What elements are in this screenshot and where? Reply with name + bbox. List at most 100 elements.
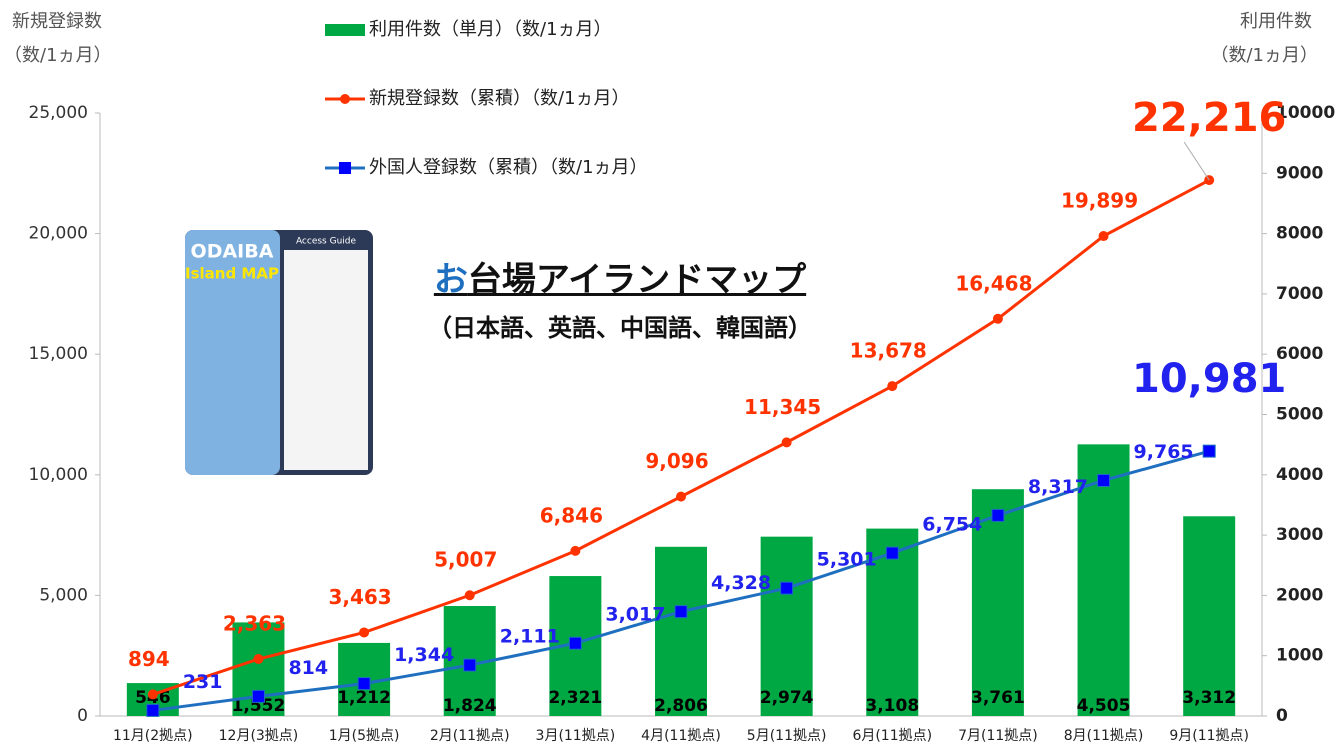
y-axis-title: 新規登録数: [12, 11, 102, 32]
y2-tick-label: 1000: [1276, 646, 1323, 666]
bar-value-label: 3,108: [865, 696, 919, 716]
y2-tick-label: 0: [1276, 706, 1288, 726]
chart: 新規登録数 （数/1ヵ月） 利用件数 （数/1ヵ月） ODAIBA Island…: [0, 0, 1342, 747]
value-label: 894: [128, 647, 170, 671]
bar: [1183, 516, 1235, 716]
brochure-heading: Access Guide: [296, 237, 357, 247]
value-label: 6,754: [922, 514, 982, 536]
marker: [253, 654, 263, 664]
marker: [464, 659, 476, 671]
value-label: 4,328: [711, 572, 771, 594]
legend-label: 新規登録数（累積）（数/1ヵ月）: [369, 88, 630, 109]
value-label: 3,463: [328, 585, 391, 609]
marker: [359, 627, 369, 637]
y-tick-label: 25,000: [29, 103, 88, 123]
value-label: 1,344: [394, 644, 454, 666]
y2-tick-label: 5000: [1276, 405, 1323, 425]
marker: [675, 606, 687, 618]
value-label: 13,678: [850, 339, 927, 363]
x-tick-label: 4月(11拠点): [641, 728, 721, 744]
x-tick-label: 5月(11拠点): [747, 728, 827, 744]
x-tick-label: 3月(11拠点): [536, 728, 616, 744]
bar-value-label: 1,212: [337, 688, 391, 708]
legend-swatch: [325, 24, 365, 36]
x-tick-label: 8月(11拠点): [1064, 728, 1144, 744]
y-tick-label: 0: [77, 706, 88, 726]
y-tick-label: 10,000: [29, 465, 88, 485]
annotation-subtitle: （日本語、英語、中国語、韓国語）: [380, 308, 860, 343]
marker: [569, 637, 581, 649]
value-label: 9,096: [645, 449, 708, 473]
value-label: 5,007: [434, 548, 497, 572]
x-tick-label: 6月(11拠点): [852, 728, 932, 744]
marker: [570, 546, 580, 556]
bar-value-label: 2,321: [548, 688, 602, 708]
x-tick-label: 12月(3拠点): [219, 728, 299, 744]
legend-marker: [340, 94, 350, 104]
y2-tick-label: 4000: [1276, 465, 1323, 485]
marker: [148, 689, 158, 699]
value-label: 16,468: [955, 271, 1032, 295]
marker: [676, 492, 686, 502]
marker: [781, 582, 793, 594]
marker: [1099, 231, 1109, 241]
page: 新規登録数 （数/1ヵ月） 利用件数 （数/1ヵ月） ODAIBA Island…: [0, 0, 1342, 747]
marker: [992, 509, 1004, 521]
value-label: 10,981: [1132, 356, 1286, 402]
brochure-subtitle: Island MAP: [185, 265, 279, 283]
value-label: 2,111: [500, 626, 560, 648]
value-label: 3,017: [605, 604, 665, 626]
value-label: 2,363: [223, 612, 286, 636]
value-label: 8,317: [1028, 476, 1088, 498]
y-tick-label: 20,000: [29, 224, 88, 244]
bar-value-label: 2,974: [760, 688, 814, 708]
y-tick-label: 15,000: [29, 344, 88, 364]
annotation-title: お台場アイランドマップ: [380, 252, 860, 301]
marker: [887, 381, 897, 391]
y2-tick-label: 3000: [1276, 525, 1323, 545]
value-label: 231: [183, 671, 223, 693]
y-tick-label: 5,000: [39, 585, 88, 605]
value-label: 22,216: [1132, 95, 1286, 141]
x-tick-label: 11月(2拠点): [113, 728, 193, 744]
marker: [782, 437, 792, 447]
bar-value-label: 2,806: [654, 696, 708, 716]
y2-tick-label: 8000: [1276, 224, 1323, 244]
bar-value-label: 1,824: [443, 696, 497, 716]
x-tick-label: 7月(11拠点): [958, 728, 1038, 744]
value-label: 11,345: [744, 395, 821, 419]
y2-tick-label: 9000: [1276, 163, 1323, 183]
brochure-title: ODAIBA: [191, 241, 274, 263]
marker: [886, 547, 898, 559]
marker: [252, 690, 264, 702]
legend-label: 外国人登録数（累積）（数/1ヵ月）: [369, 157, 648, 178]
bar-value-label: 3,761: [971, 688, 1025, 708]
value-label: 19,899: [1061, 189, 1138, 213]
marker: [358, 678, 370, 690]
value-label: 9,765: [1134, 441, 1194, 463]
x-tick-label: 1月(5拠点): [329, 728, 400, 744]
y2-tick-label: 7000: [1276, 284, 1323, 304]
brochure-map: [284, 250, 368, 470]
bar-value-label: 3,312: [1182, 688, 1236, 708]
value-label: 5,301: [817, 549, 877, 571]
x-tick-label: 9月(11拠点): [1169, 728, 1249, 744]
value-label: 814: [288, 657, 328, 679]
legend-marker: [339, 162, 351, 174]
y2-tick-label: 2000: [1276, 585, 1323, 605]
bar: [655, 547, 707, 716]
marker: [1203, 445, 1215, 457]
marker: [1098, 474, 1110, 486]
marker: [147, 704, 159, 716]
y2-axis-unit: （数/1ヵ月）: [1210, 45, 1318, 66]
marker: [465, 590, 475, 600]
y2-axis-title: 利用件数: [1240, 11, 1312, 32]
bar-value-label: 4,505: [1077, 696, 1131, 716]
leader-line: [1184, 142, 1209, 180]
brochure: ODAIBA Island MAP Access Guide: [185, 230, 373, 475]
value-label: 6,846: [540, 503, 603, 527]
legend-label: 利用件数（単月）（数/1ヵ月）: [369, 19, 612, 40]
marker: [993, 314, 1003, 324]
x-tick-label: 2月(11拠点): [430, 728, 510, 744]
y-axis-unit: （数/1ヵ月）: [4, 45, 112, 66]
